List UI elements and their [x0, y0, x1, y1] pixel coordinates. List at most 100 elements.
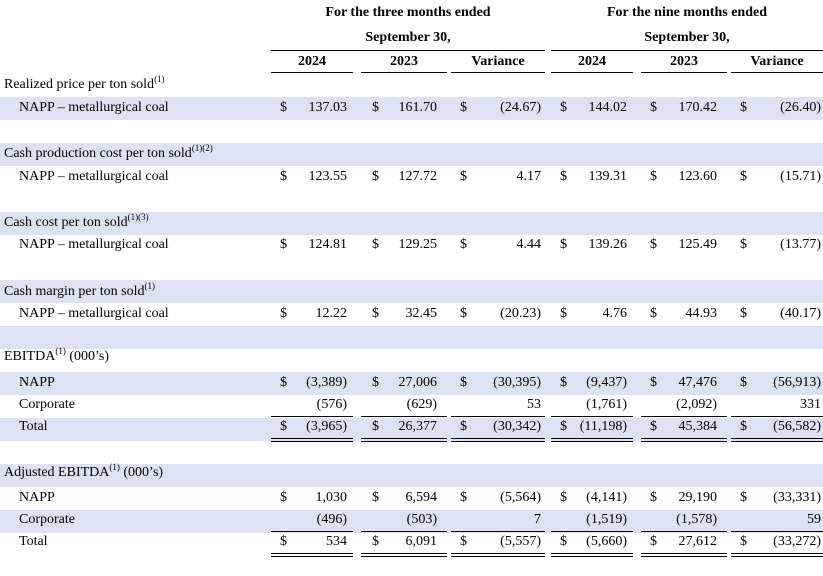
value-cell: 139.31	[588, 169, 628, 184]
value-cell: 144.02	[588, 100, 628, 115]
currency-symbol: $	[560, 534, 567, 549]
column-header-underline	[271, 72, 353, 73]
currency-symbol: $	[560, 306, 567, 321]
row-label: Corporate	[19, 397, 75, 412]
section-title: Adjusted EBITDA(1) (000’s)	[4, 463, 163, 481]
total-double-underline	[731, 553, 823, 554]
value-cell: 161.70	[398, 100, 438, 115]
total-double-underline	[451, 438, 545, 439]
nine-months-header-line2: September 30,	[644, 30, 730, 45]
value-cell: (629)	[406, 397, 437, 412]
total-double-underline	[731, 556, 823, 557]
currency-symbol: $	[460, 534, 467, 549]
total-rule	[551, 416, 633, 417]
value-cell: (33,331)	[773, 490, 821, 505]
total-rule	[451, 531, 545, 532]
total-double-underline	[551, 441, 633, 442]
value-cell: (20.23)	[500, 306, 541, 321]
currency-symbol: $	[650, 237, 657, 252]
value-cell: 124.81	[308, 237, 348, 252]
currency-symbol: $	[560, 419, 567, 434]
value-cell: 534	[326, 534, 347, 549]
column-header: 2023	[390, 54, 418, 69]
section-title: Cash production cost per ton sold(1)(2)	[4, 143, 213, 162]
row-band	[0, 280, 823, 303]
row-label: Total	[19, 534, 48, 549]
total-double-underline	[641, 441, 727, 442]
column-header: Variance	[750, 54, 804, 69]
column-header: Variance	[471, 54, 525, 69]
value-cell: 139.26	[588, 237, 628, 252]
currency-symbol: $	[280, 419, 287, 434]
footnote-marker: (1)(2)	[191, 143, 213, 153]
footnote-marker: (1)	[144, 281, 156, 291]
value-cell: 7	[534, 512, 541, 527]
section-title-suffix: (000’s)	[65, 349, 109, 364]
value-cell: 27,612	[678, 534, 718, 549]
total-double-underline	[451, 553, 545, 554]
value-cell: (1,519)	[586, 512, 627, 527]
value-cell: 6,594	[405, 490, 438, 505]
value-cell: (5,564)	[500, 490, 541, 505]
value-cell: 12.22	[315, 306, 348, 321]
value-cell: (3,965)	[306, 419, 347, 434]
row-label: NAPP – metallurgical coal	[19, 100, 169, 115]
value-cell: (13.77)	[780, 237, 821, 252]
currency-symbol: $	[740, 490, 747, 505]
total-rule	[551, 531, 633, 532]
header-group-underline	[551, 50, 823, 51]
currency-symbol: $	[650, 490, 657, 505]
column-header-underline	[551, 72, 633, 73]
currency-symbol: $	[740, 375, 747, 390]
currency-symbol: $	[560, 375, 567, 390]
section-title-text: EBITDA	[4, 349, 56, 364]
footnote-marker: (1)	[154, 74, 165, 84]
row-band	[0, 212, 823, 235]
currency-symbol: $	[372, 534, 379, 549]
column-header-underline	[451, 72, 545, 73]
column-header: 2023	[670, 54, 698, 69]
row-band	[0, 464, 823, 487]
section-title-text: Realized price per ton sold	[4, 77, 155, 92]
currency-symbol: $	[372, 100, 379, 115]
total-double-underline	[551, 556, 633, 557]
row-band	[0, 97, 823, 120]
nine-months-header-line1: For the nine months ended	[607, 5, 767, 20]
currency-symbol: $	[460, 375, 467, 390]
value-cell: (15.71)	[780, 169, 821, 184]
value-cell: 123.55	[308, 169, 348, 184]
total-rule	[731, 416, 823, 417]
section-title-text: Cash margin per ton sold	[4, 284, 145, 299]
total-double-underline	[361, 553, 447, 554]
currency-symbol: $	[460, 169, 467, 184]
value-cell: (496)	[316, 512, 347, 527]
currency-symbol: $	[560, 237, 567, 252]
currency-symbol: $	[650, 169, 657, 184]
section-title: Cash margin per ton sold(1)	[4, 281, 156, 300]
row-label: NAPP – metallurgical coal	[19, 169, 169, 184]
total-double-underline	[731, 438, 823, 439]
currency-symbol: $	[460, 306, 467, 321]
row-band	[0, 510, 823, 533]
value-cell: 47,476	[678, 375, 718, 390]
total-double-underline	[551, 553, 633, 554]
currency-symbol: $	[740, 419, 747, 434]
row-label: Corporate	[19, 512, 75, 527]
total-rule	[271, 416, 353, 417]
currency-symbol: $	[740, 100, 747, 115]
currency-symbol: $	[280, 534, 287, 549]
row-label: NAPP – metallurgical coal	[19, 306, 169, 321]
column-header: 2024	[298, 54, 326, 69]
value-cell: 44.93	[685, 306, 718, 321]
currency-symbol: $	[280, 100, 287, 115]
currency-symbol: $	[460, 237, 467, 252]
total-double-underline	[451, 441, 545, 442]
total-double-underline	[641, 556, 727, 557]
currency-symbol: $	[740, 534, 747, 549]
total-double-underline	[271, 441, 353, 442]
currency-symbol: $	[280, 490, 287, 505]
currency-symbol: $	[280, 237, 287, 252]
value-cell: (503)	[406, 512, 437, 527]
section-title: EBITDA(1) (000’s)	[4, 347, 109, 365]
value-cell: (56,913)	[773, 375, 821, 390]
